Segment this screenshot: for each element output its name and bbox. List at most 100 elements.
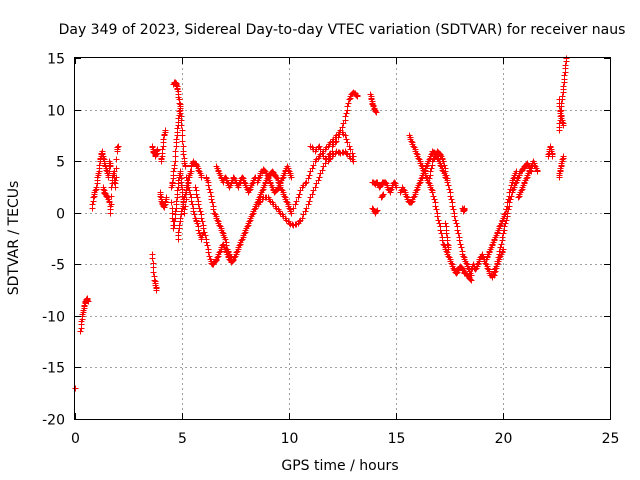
data-point	[495, 254, 502, 261]
data-point	[209, 199, 216, 206]
data-point	[391, 179, 398, 186]
data-point	[505, 206, 512, 213]
data-point	[239, 174, 246, 181]
data-point	[205, 249, 212, 256]
data-point	[448, 260, 455, 267]
x-tick-labels: 0 5 10 15 20 25	[71, 431, 619, 447]
data-point	[343, 150, 350, 157]
data-point	[559, 119, 566, 126]
data-point	[441, 162, 448, 169]
data-point	[288, 210, 295, 217]
data-point	[372, 108, 379, 115]
data-point	[179, 138, 186, 145]
data-point	[343, 110, 350, 117]
data-point	[214, 254, 221, 261]
data-point	[183, 174, 190, 181]
data-point	[112, 177, 119, 184]
data-point	[170, 168, 177, 175]
y-tick-label: 15	[47, 52, 65, 68]
data-point	[561, 72, 568, 79]
data-point	[443, 230, 450, 237]
data-point	[497, 244, 504, 251]
data-point	[434, 213, 441, 220]
data-point	[413, 187, 420, 194]
data-point	[192, 184, 199, 191]
y-tick-label: 10	[47, 104, 65, 120]
data-point	[316, 174, 323, 181]
data-point	[84, 297, 91, 304]
data-point	[436, 220, 443, 227]
data-point	[496, 248, 503, 255]
data-point	[227, 253, 234, 260]
data-point	[559, 156, 566, 163]
y-tick-label: 5	[56, 155, 65, 171]
data-point	[223, 242, 230, 249]
x-tick-label: 15	[388, 431, 406, 447]
data-point	[173, 82, 180, 89]
data-point	[178, 208, 185, 215]
data-point	[222, 174, 229, 181]
data-point	[174, 125, 181, 132]
x-tick-label: 25	[602, 431, 620, 447]
data-point	[503, 217, 510, 224]
grid-lines	[75, 58, 610, 419]
data-point	[113, 174, 120, 181]
data-point	[418, 162, 425, 169]
data-point	[203, 239, 210, 246]
data-point	[493, 265, 500, 272]
data-point	[428, 186, 435, 193]
data-point	[302, 208, 309, 215]
data-point	[373, 109, 380, 116]
data-point	[425, 179, 432, 186]
data-point	[182, 163, 189, 170]
data-point	[151, 277, 158, 284]
data-point	[413, 150, 420, 157]
data-point	[256, 199, 263, 206]
data-point	[173, 136, 180, 143]
data-point	[312, 184, 319, 191]
data-point	[293, 198, 300, 205]
data-point	[197, 208, 204, 215]
data-point	[562, 62, 569, 69]
data-point	[315, 177, 322, 184]
data-point	[296, 218, 303, 225]
data-point	[333, 138, 340, 145]
data-point	[108, 201, 115, 208]
data-point	[306, 198, 313, 205]
data-point	[450, 206, 457, 213]
data-point	[207, 189, 214, 196]
data-point	[444, 241, 451, 248]
data-point	[178, 122, 185, 129]
data-point	[499, 234, 506, 241]
x-tick-label: 20	[495, 431, 513, 447]
data-point	[418, 175, 425, 182]
data-point	[408, 138, 415, 145]
data-point	[317, 146, 324, 153]
data-point	[178, 182, 185, 189]
data-point	[429, 189, 436, 196]
data-point	[498, 241, 505, 248]
data-point	[153, 287, 160, 294]
data-point	[433, 206, 440, 213]
data-point	[344, 103, 351, 110]
x-tick-label: 5	[178, 431, 187, 447]
data-point	[467, 276, 474, 283]
data-point	[432, 203, 439, 210]
data-point	[379, 192, 386, 199]
data-point	[534, 168, 541, 175]
data-point	[435, 217, 442, 224]
data-point	[494, 258, 501, 265]
data-point	[296, 191, 303, 198]
data-point	[113, 156, 120, 163]
data-point	[458, 244, 465, 251]
data-point	[249, 180, 256, 187]
data-point	[374, 207, 381, 214]
data-point	[299, 215, 306, 222]
data-point	[169, 179, 176, 186]
data-point	[201, 229, 208, 236]
data-point	[161, 202, 168, 209]
data-point	[219, 229, 226, 236]
y-tick-label: -15	[42, 361, 65, 377]
data-point	[236, 242, 243, 249]
data-point	[187, 191, 194, 198]
